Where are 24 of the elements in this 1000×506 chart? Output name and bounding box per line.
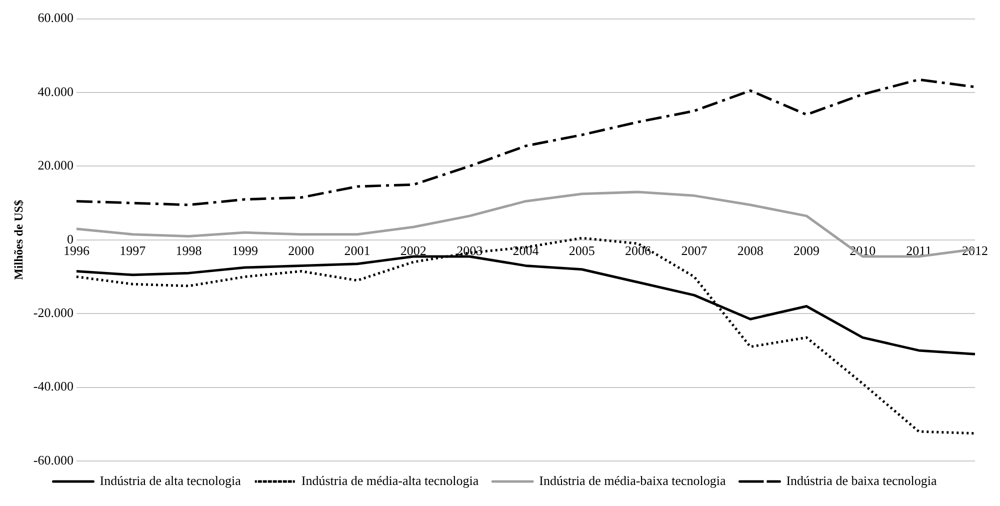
x-tick-label: 2007	[681, 243, 708, 258]
x-tick-label: 2002	[400, 243, 426, 258]
y-tick-label: 60.000	[38, 10, 74, 26]
y-tick-label: -20.000	[33, 305, 74, 320]
x-tick-label: 1998	[176, 243, 202, 258]
x-tick-label: 1999	[232, 243, 258, 258]
legend-label: Indústria de média-alta tecnologia	[301, 472, 479, 488]
legend-label: Indústria de alta tecnologia	[100, 472, 242, 488]
x-tick-label: 2001	[344, 243, 370, 258]
y-tick-label: 40.000	[38, 84, 74, 99]
y-tick-label: -40.000	[33, 378, 74, 394]
x-tick-label: 2005	[568, 243, 595, 258]
y-tick-label: -60.000	[33, 452, 74, 468]
x-tick-label: 2008	[737, 243, 764, 258]
y-axis-title: Milhões de US$	[11, 200, 26, 280]
line-series	[75, 78, 976, 206]
legend-label: Indústria de média-baixa tecnologia	[539, 472, 726, 488]
y-tick-label: 20.000	[38, 158, 74, 173]
x-tick-label: 2006	[625, 243, 652, 258]
x-tick-label: 1997	[120, 243, 146, 258]
x-tick-label: 2009	[794, 243, 820, 258]
legend-label: Indústria de baixa tecnologia	[786, 472, 937, 488]
x-tick-label: 2004	[512, 243, 540, 258]
x-tick-label: 2000	[288, 243, 314, 258]
